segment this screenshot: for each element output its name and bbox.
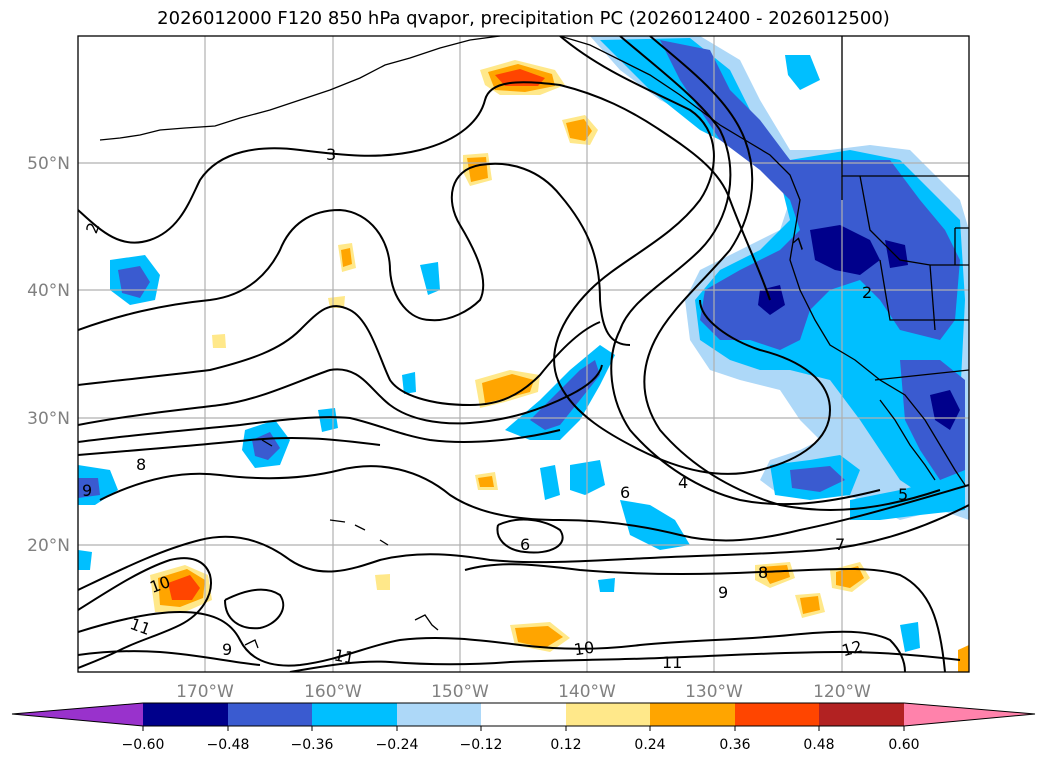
- lon-label-140w: 140°W: [558, 682, 616, 702]
- colorbar-tick-label: 0.48: [803, 737, 834, 753]
- contour-label: 12: [840, 637, 865, 661]
- lat-label-40n: 40°N: [27, 281, 70, 301]
- colorbar-segment: [228, 703, 312, 726]
- contour-label: 8: [758, 563, 768, 582]
- map-frame: [77, 35, 970, 673]
- colorbar-segment: [143, 703, 228, 726]
- colorbar-segment: [481, 703, 566, 726]
- coastlines: [99, 36, 969, 649]
- lon-label-160w: 160°W: [304, 682, 362, 702]
- colorbar-tick-label: 0.36: [719, 737, 750, 753]
- contour-label: 9: [718, 583, 728, 602]
- contour-label: 9: [222, 640, 232, 659]
- contour-label: 8: [136, 455, 146, 474]
- contour-label: 2: [862, 283, 872, 302]
- colorbar-segment: [735, 703, 819, 726]
- lat-label-30n: 30°N: [27, 409, 70, 429]
- colorbar-segment: [312, 703, 397, 726]
- colorbar-segment: [12, 703, 143, 726]
- colorbar-tick-label: −0.36: [291, 737, 334, 753]
- colorbar-tick-label: −0.24: [376, 737, 419, 753]
- graticule: [78, 36, 969, 672]
- contour-label: 7: [835, 535, 845, 554]
- colorbar-tick-label: −0.12: [460, 737, 503, 753]
- contour-label: 4: [678, 473, 688, 492]
- contour-labels: 3 2 2 8 9 10 11 9 11 6 6 4 5 7 8 9 10 11…: [82, 145, 908, 672]
- lat-label-50n: 50°N: [27, 154, 70, 174]
- colorbar-segment: [397, 703, 481, 726]
- precip-positive-shading: [150, 60, 969, 672]
- contour-label: 10: [573, 638, 596, 660]
- contour-label: 11: [662, 653, 682, 672]
- map-title: 2026012000 F120 850 hPa qvapor, precipit…: [157, 8, 890, 29]
- contour-label: 9: [82, 481, 92, 500]
- colorbar-segment: [566, 703, 650, 726]
- lon-label-120w: 120°W: [813, 682, 871, 702]
- contour-label: 6: [620, 483, 630, 502]
- qvapor-contours: [78, 36, 969, 672]
- lon-label-130w: 130°W: [685, 682, 743, 702]
- colorbar-tick-label: −0.60: [122, 737, 165, 753]
- colorbar-segment: [650, 703, 735, 726]
- lat-label-20n: 20°N: [27, 536, 70, 556]
- contour-label: 11: [333, 645, 356, 667]
- colorbar-tick-label: 0.60: [888, 737, 919, 753]
- contour-label: 6: [520, 535, 530, 554]
- colorbar-tick-label: 0.24: [634, 737, 665, 753]
- colorbar: −0.60 −0.48 −0.36 −0.24 −0.12 0.12 0.24 …: [11, 702, 1036, 753]
- latitude-labels: 50°N 40°N 30°N 20°N: [27, 154, 70, 556]
- contour-label: 3: [326, 145, 336, 164]
- colorbar-tick-label: −0.48: [207, 737, 250, 753]
- contour-label: 5: [898, 485, 908, 504]
- colorbar-segment: [819, 703, 904, 726]
- lon-label-150w: 150°W: [431, 682, 489, 702]
- lon-label-170w: 170°W: [176, 682, 234, 702]
- colorbar-segment: [904, 703, 1035, 726]
- colorbar-tick-label: 0.12: [550, 737, 581, 753]
- longitude-labels: 170°W 160°W 150°W 140°W 130°W 120°W: [176, 682, 871, 702]
